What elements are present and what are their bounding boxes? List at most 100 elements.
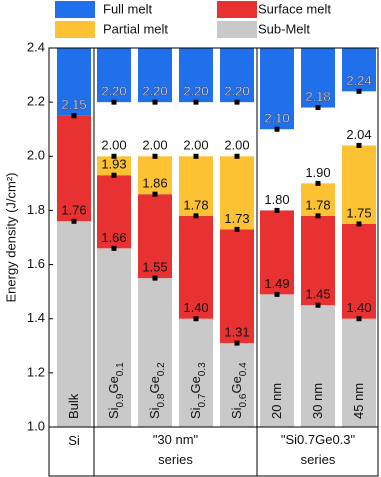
threshold-marker [356, 221, 362, 227]
threshold-marker [274, 126, 280, 132]
y-tick-label: 1.0 [27, 418, 45, 433]
threshold-marker [315, 105, 321, 111]
sub-melt-bar [57, 221, 91, 427]
value-label: 1.73 [224, 211, 249, 226]
partial-melt-bar [220, 156, 254, 230]
threshold-marker [234, 99, 240, 105]
y-axis-label: Energy density (J/cm²) [3, 172, 18, 302]
threshold-marker [234, 226, 240, 232]
threshold-marker [111, 153, 117, 159]
threshold-marker [193, 213, 199, 219]
value-label: 2.10 [264, 111, 289, 126]
threshold-marker [315, 302, 321, 308]
partial-melt-bar [342, 145, 376, 224]
legend-swatch [55, 21, 95, 38]
threshold-marker [71, 113, 77, 119]
legend-label: Surface melt [258, 1, 331, 16]
threshold-marker [111, 172, 117, 178]
value-label: 2.00 [101, 138, 126, 153]
y-tick-label: 2.0 [27, 148, 45, 163]
value-label: 2.24 [346, 73, 371, 88]
sub-melt-bar [138, 278, 172, 427]
value-label: 2.00 [224, 138, 249, 153]
full-melt-bar [260, 48, 294, 130]
threshold-marker [234, 153, 240, 159]
group-label: "Si0.7Ge0.3" [281, 432, 356, 447]
group-label: Si [68, 433, 80, 448]
y-tick-label: 2.4 [27, 39, 45, 54]
value-label: 1.90 [305, 165, 330, 180]
full-melt-bar [138, 48, 172, 103]
threshold-marker [152, 153, 158, 159]
value-label: 2.18 [305, 89, 330, 104]
y-tick-label: 1.6 [27, 256, 45, 271]
surface-melt-bar [260, 210, 294, 295]
value-label: 1.31 [224, 325, 249, 340]
y-tick-label: 1.8 [27, 202, 45, 217]
value-label: 1.78 [183, 197, 208, 212]
partial-melt-bar [97, 156, 131, 176]
value-label: 1.66 [101, 230, 126, 245]
sub-melt-bar [179, 318, 213, 427]
y-tick-label: 1.2 [27, 364, 45, 379]
group-label: "30 nm" [153, 432, 199, 447]
value-label: 2.04 [346, 127, 371, 142]
threshold-marker [274, 291, 280, 297]
value-label: 2.20 [224, 84, 249, 99]
full-melt-bar [301, 48, 335, 108]
value-label: 1.45 [305, 287, 330, 302]
surface-melt-bar [301, 215, 335, 306]
partial-melt-bar [138, 156, 172, 195]
x-tick-label: Si0.8Ge0.2 [147, 362, 167, 419]
threshold-marker [193, 153, 199, 159]
threshold-marker [152, 191, 158, 197]
full-melt-bar [342, 48, 376, 92]
value-label: 1.49 [264, 276, 289, 291]
threshold-marker [315, 180, 321, 186]
x-tick-label: 20 nm [269, 383, 284, 419]
sub-melt-bar [301, 305, 335, 427]
y-tick-label: 2.2 [27, 94, 45, 109]
sub-melt-bar [97, 248, 131, 427]
value-label: 2.00 [142, 138, 167, 153]
threshold-marker [356, 316, 362, 322]
threshold-marker [71, 218, 77, 224]
threshold-marker [356, 142, 362, 148]
legend-swatch [55, 1, 95, 18]
threshold-marker [152, 99, 158, 105]
threshold-marker [111, 99, 117, 105]
x-tick-label: Si0.9Ge0.1 [106, 362, 126, 419]
value-label: 1.76 [61, 203, 86, 218]
threshold-marker [152, 275, 158, 281]
surface-melt-bar [138, 194, 172, 279]
x-tick-label: Si0.6Ge0.4 [229, 362, 249, 419]
threshold-marker [111, 245, 117, 251]
threshold-marker [193, 316, 199, 322]
full-melt-bar [97, 48, 131, 103]
value-label: 2.00 [183, 138, 208, 153]
legend-label: Sub-Melt [258, 21, 310, 36]
partial-melt-bar [301, 183, 335, 216]
x-axis-area [48, 426, 379, 477]
group-label: series [301, 452, 336, 467]
surface-melt-bar [220, 229, 254, 344]
x-tick-label: 45 nm [351, 383, 366, 419]
threshold-marker [274, 207, 280, 213]
value-label: 2.20 [142, 84, 167, 99]
threshold-marker [315, 213, 321, 219]
value-label: 1.80 [264, 192, 289, 207]
value-label: 1.93 [101, 157, 126, 172]
legend-swatch [217, 1, 257, 18]
surface-melt-bar [342, 223, 376, 319]
value-label: 1.40 [183, 300, 208, 315]
value-label: 1.55 [142, 260, 167, 275]
legend-swatch [217, 21, 257, 38]
value-label: 2.15 [61, 97, 86, 112]
value-label: 1.86 [142, 176, 167, 191]
sub-melt-bar [260, 294, 294, 427]
surface-melt-bar [57, 115, 91, 222]
surface-melt-bar [179, 215, 213, 319]
sub-melt-bar [342, 318, 376, 427]
value-label: 1.78 [305, 197, 330, 212]
